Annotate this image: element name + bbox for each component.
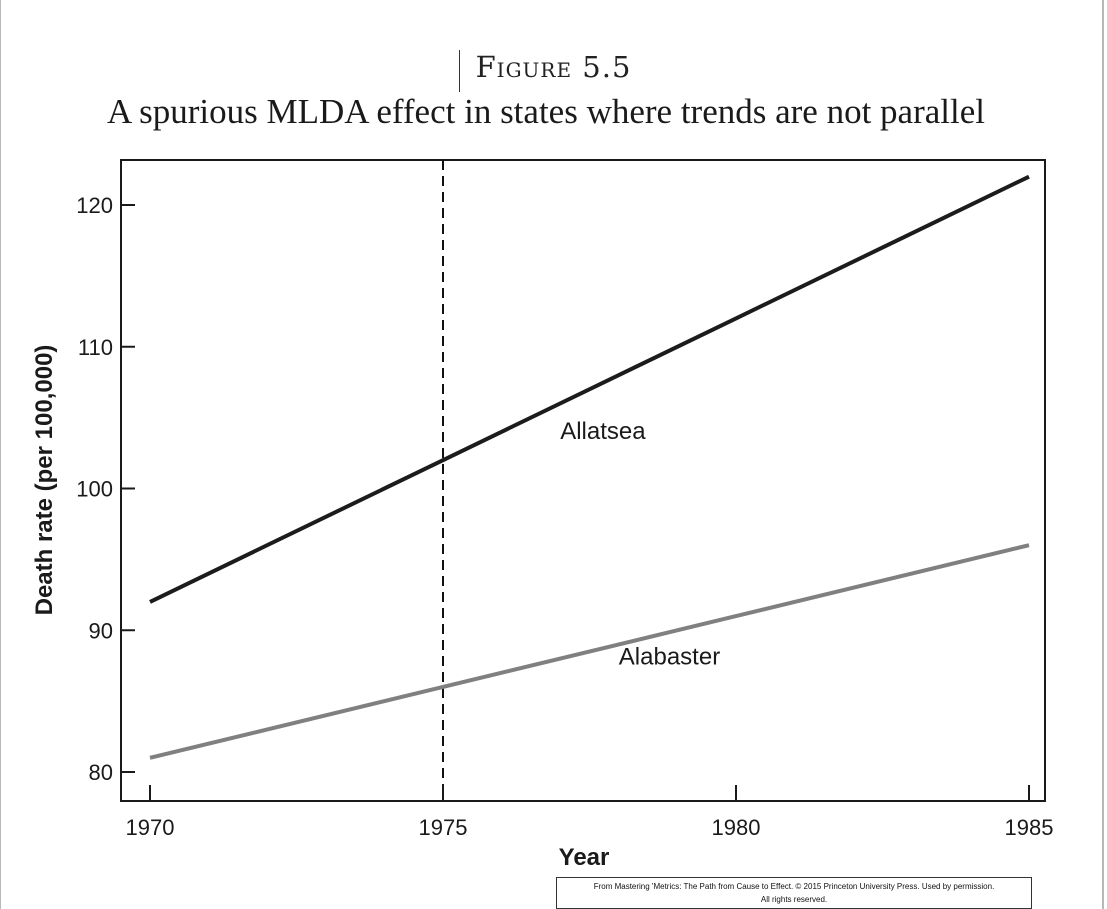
y-axis-title: Death rate (per 100,000) xyxy=(31,345,58,616)
y-tick-label: 120 xyxy=(76,193,113,218)
y-tick-label: 90 xyxy=(89,618,113,643)
series-label-alabaster: Alabaster xyxy=(619,643,720,670)
x-tick-label: 1985 xyxy=(1005,815,1054,840)
y-tick-label: 80 xyxy=(89,760,113,785)
y-tick-label: 100 xyxy=(76,477,113,502)
x-axis-title: Year xyxy=(559,844,610,871)
series-line-alabaster xyxy=(149,543,1030,760)
copyright-notice: From Mastering 'Metrics: The Path from C… xyxy=(556,877,1032,909)
text-cursor xyxy=(459,50,460,92)
x-tick-label: 1970 xyxy=(126,815,175,840)
y-tick-label: 110 xyxy=(78,335,113,360)
figure-subtitle: A spurious MLDA effect in states where t… xyxy=(107,92,985,131)
series-line-allatsea xyxy=(149,174,1030,604)
x-tick-label: 1975 xyxy=(419,815,468,840)
plot-frame xyxy=(120,159,1046,802)
x-tick-label: 1980 xyxy=(712,815,761,840)
series-label-allatsea: Allatsea xyxy=(560,418,646,445)
copyright-line-2: All rights reserved. xyxy=(760,895,828,904)
copyright-line-1: From Mastering 'Metrics: The Path from C… xyxy=(593,882,995,891)
figure-label: Figure 5.5 xyxy=(475,50,632,84)
